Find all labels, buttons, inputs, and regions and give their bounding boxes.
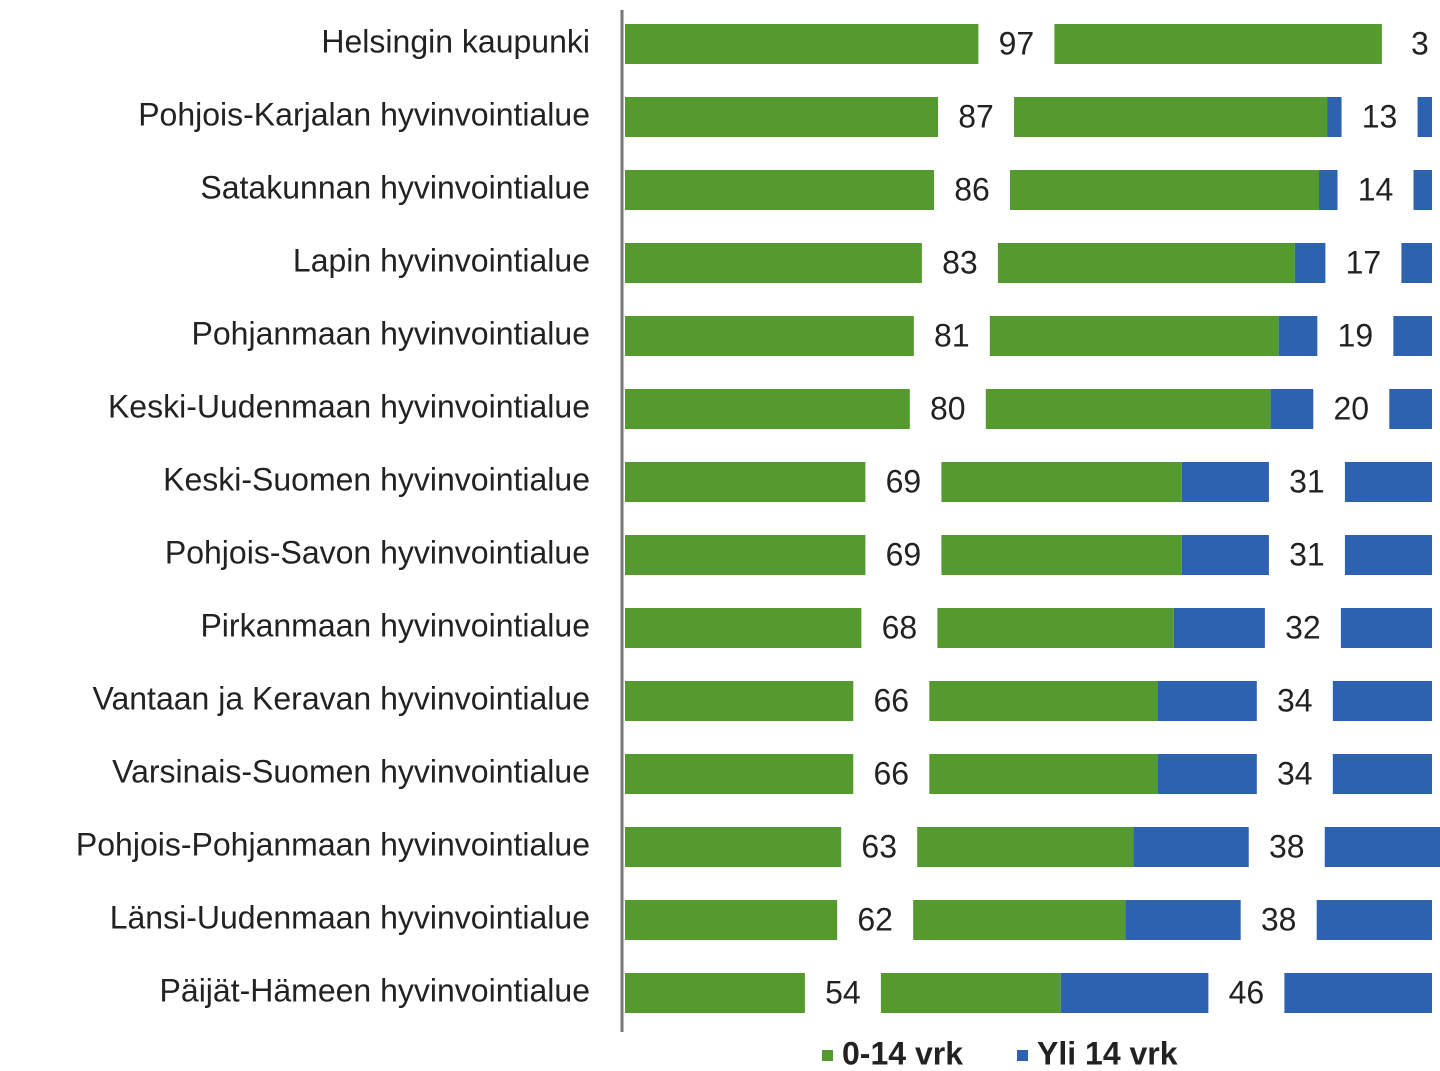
value-label: 87 <box>958 98 994 134</box>
value-label: 14 <box>1358 171 1394 207</box>
label-background <box>978 20 1055 68</box>
value-label: 97 <box>999 25 1035 61</box>
label-background <box>1268 458 1345 506</box>
legend-label: 0-14 vrk <box>842 1035 963 1071</box>
label-background <box>1325 239 1402 287</box>
category-label: Päijät-Hämeen hyvinvointialue <box>160 972 590 1008</box>
value-label: 38 <box>1261 901 1297 937</box>
value-label: 31 <box>1289 536 1325 572</box>
legend-label: Yli 14 vrk <box>1037 1035 1178 1071</box>
legend-swatch <box>822 1050 833 1061</box>
value-label: 86 <box>954 171 990 207</box>
value-label: 66 <box>874 682 910 718</box>
value-label: 83 <box>942 244 978 280</box>
label-background <box>1248 823 1325 871</box>
value-label: 34 <box>1277 755 1313 791</box>
value-label: 17 <box>1346 244 1382 280</box>
category-label: Pohjanmaan hyvinvointialue <box>192 315 590 351</box>
category-label: Lapin hyvinvointialue <box>293 242 590 278</box>
label-background <box>841 823 918 871</box>
legend-swatch <box>1017 1050 1028 1061</box>
label-background <box>1208 969 1285 1017</box>
category-label: Pohjois-Pohjanmaan hyvinvointialue <box>76 826 590 862</box>
label-background <box>853 750 930 798</box>
value-label: 66 <box>874 755 910 791</box>
value-label: 80 <box>930 390 966 426</box>
category-label: Pohjois-Savon hyvinvointialue <box>165 534 590 570</box>
category-label: Varsinais-Suomen hyvinvointialue <box>112 753 590 789</box>
label-background <box>1313 385 1390 433</box>
value-label: 20 <box>1334 390 1370 426</box>
label-background <box>1256 677 1333 725</box>
value-label: 32 <box>1285 609 1321 645</box>
label-background <box>804 969 881 1017</box>
value-label: 31 <box>1289 463 1325 499</box>
value-label: 63 <box>861 828 897 864</box>
value-label: 19 <box>1338 317 1374 353</box>
category-label: Helsingin kaupunki <box>321 23 590 59</box>
category-label: Keski-Suomen hyvinvointialue <box>163 461 590 497</box>
label-background <box>853 677 930 725</box>
label-background <box>1337 166 1414 214</box>
label-background <box>1341 93 1418 141</box>
label-background <box>934 166 1011 214</box>
category-label: Satakunnan hyvinvointialue <box>200 169 590 205</box>
label-background <box>938 93 1015 141</box>
category-label: Länsi-Uudenmaan hyvinvointialue <box>110 899 590 935</box>
category-label: Keski-Uudenmaan hyvinvointialue <box>108 388 590 424</box>
category-label: Pirkanmaan hyvinvointialue <box>200 607 590 643</box>
value-label: 46 <box>1229 974 1265 1010</box>
value-label: 81 <box>934 317 970 353</box>
label-background <box>909 385 986 433</box>
label-background <box>1264 604 1341 652</box>
label-background <box>1268 531 1345 579</box>
value-label: 69 <box>886 463 922 499</box>
label-background <box>1256 750 1333 798</box>
label-background <box>1381 20 1440 68</box>
value-label: 3 <box>1411 25 1429 61</box>
value-label: 13 <box>1362 98 1398 134</box>
value-label: 68 <box>882 609 918 645</box>
category-label: Vantaan ja Keravan hyvinvointialue <box>92 680 590 716</box>
label-background <box>865 531 942 579</box>
label-background <box>837 896 914 944</box>
value-label: 38 <box>1269 828 1305 864</box>
label-background <box>1317 312 1394 360</box>
label-background <box>1240 896 1317 944</box>
category-label: Pohjois-Karjalan hyvinvointialue <box>138 96 590 132</box>
value-label: 54 <box>825 974 861 1010</box>
label-background <box>921 239 998 287</box>
value-label: 34 <box>1277 682 1313 718</box>
value-label: 62 <box>857 901 893 937</box>
label-background <box>861 604 938 652</box>
label-background <box>913 312 990 360</box>
value-label: 69 <box>886 536 922 572</box>
label-background <box>865 458 942 506</box>
